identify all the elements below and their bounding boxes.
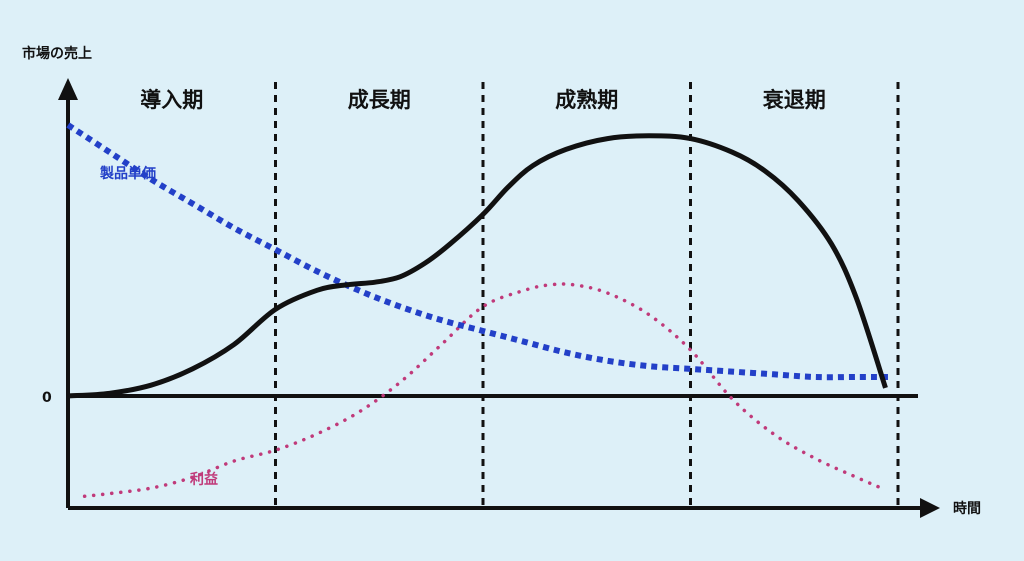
x-axis-title: 時間 — [953, 500, 981, 517]
phase-label: 成熟期 — [555, 88, 618, 112]
y-axis-title: 市場の売上 — [22, 45, 92, 62]
labels: 市場の売上 時間 0 製品単価 利益 導入期 成長期 成熟期 衰退期 — [22, 45, 981, 517]
profit-series-line — [82, 282, 884, 499]
axes — [58, 78, 940, 518]
price-series-line — [66, 122, 890, 381]
series-layer — [66, 122, 890, 499]
y-axis-arrow — [58, 78, 78, 100]
price-series-label: 製品単価 — [99, 165, 156, 182]
x-axis-arrow — [920, 498, 940, 518]
sales-series-line — [67, 133, 888, 399]
profit-series-label: 利益 — [190, 471, 218, 488]
phase-label: 衰退期 — [763, 88, 826, 112]
zero-tick-label: 0 — [42, 390, 52, 406]
phase-label: 導入期 — [140, 88, 203, 112]
phase-dividers — [274, 82, 900, 508]
phase-label: 成長期 — [348, 88, 411, 112]
